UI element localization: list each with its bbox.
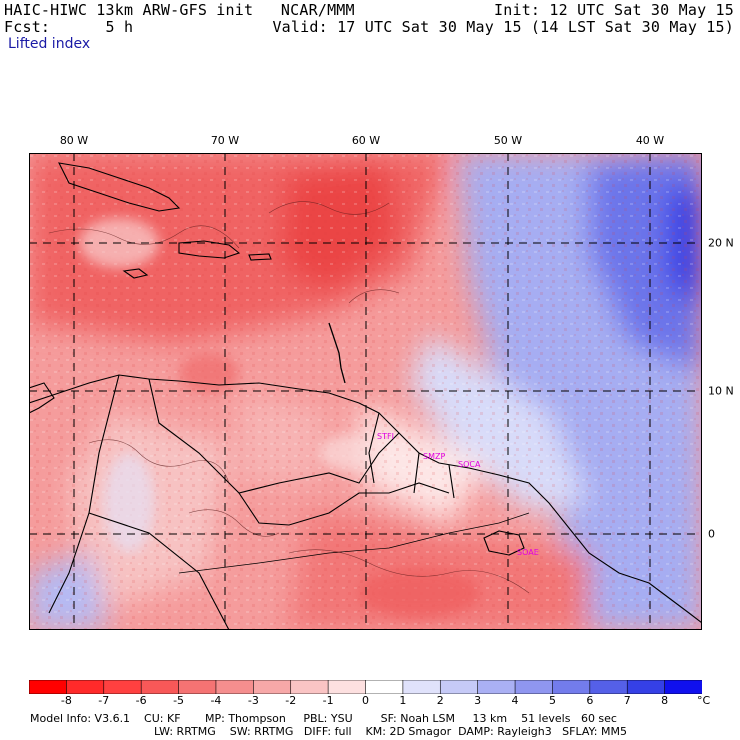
boundary-suriname — [413, 452, 420, 494]
lesser-antilles — [328, 322, 346, 384]
coastline-central-america — [29, 382, 55, 414]
field-patch-5 — [319, 435, 379, 471]
contour-4 — [288, 549, 530, 594]
contour-6 — [348, 289, 400, 304]
contour-1 — [48, 225, 240, 249]
contour-5 — [188, 509, 280, 537]
colorbar-tick-label: 7 — [623, 694, 631, 707]
colorbar-tick-label: -7 — [98, 694, 110, 707]
island-marajo — [483, 530, 525, 556]
field-patch-2 — [179, 353, 239, 393]
colorbar-swatch — [514, 680, 554, 694]
map-frame — [29, 153, 702, 630]
model-title: HAIC-HIWC 13km ARW-GFS init NCAR/MMM — [4, 1, 355, 19]
station-soae: SOAE — [517, 548, 539, 557]
field-name: Lifted index — [8, 36, 91, 52]
colorbar-tick-label: 8 — [661, 694, 669, 707]
boundary-french-guiana — [448, 464, 455, 499]
lon-label-40w: 40 W — [635, 134, 665, 147]
colorbar-swatch — [589, 680, 629, 694]
coastline-south-america — [29, 374, 702, 624]
lat-label-20n: 20 N — [708, 236, 734, 250]
lat-label-0: 0 — [708, 527, 715, 541]
station-smzp: SMZP — [423, 452, 446, 461]
coastline-puerto-rico — [248, 253, 272, 261]
colorbar-tick-label: 5 — [548, 694, 556, 707]
colorbar-swatch — [290, 680, 329, 694]
model-info-line2: LW: RRTMG SW: RRTMG DIFF: full KM: 2D Sm… — [154, 725, 627, 738]
colorbar-swatch — [552, 680, 591, 694]
colorbar-swatch — [29, 680, 68, 694]
river-amazon — [178, 512, 530, 574]
coastline-hispaniola — [178, 240, 241, 259]
field-patch-3 — [104, 453, 154, 553]
colorbar-swatch — [140, 680, 180, 694]
boundary-brazil-north — [238, 482, 450, 526]
colorbar-swatch — [365, 680, 404, 694]
station-stfi: STFI — [377, 432, 394, 441]
colorbar-tick-label: -2 — [285, 694, 297, 707]
contour-2 — [268, 201, 390, 215]
colorbar-swatch — [626, 680, 666, 694]
colorbar-tick-label: -3 — [247, 694, 259, 707]
colorbar-tick-label: -8 — [60, 694, 72, 707]
colorbar-tick-label: -4 — [210, 694, 222, 707]
colorbar-swatch — [402, 680, 442, 694]
colorbar-swatch — [103, 680, 142, 694]
coastline-jamaica — [122, 268, 149, 279]
colorbar-tick-label: 2 — [436, 694, 444, 707]
boundary-peru — [88, 512, 230, 630]
colorbar-tick-label: 4 — [511, 694, 519, 707]
contour-3 — [88, 439, 230, 484]
boundary-guyana — [368, 412, 380, 484]
lifted-index-map — [29, 153, 702, 630]
colorbar-swatch — [439, 680, 479, 694]
field-patch-4 — [359, 568, 479, 618]
colorbar-unit: °C — [697, 694, 711, 707]
station-soca: SOCA — [458, 460, 481, 469]
lat-label-10n: 10 N — [708, 384, 734, 398]
boundary-venezuela — [148, 378, 400, 494]
colorbar-tick-label: 3 — [474, 694, 482, 707]
lon-label-60w: 60 W — [351, 134, 381, 147]
lon-label-50w: 50 W — [493, 134, 523, 147]
colorbar — [29, 680, 702, 694]
colorbar-swatch — [327, 680, 367, 694]
colorbar-tick-label: -1 — [322, 694, 334, 707]
lon-label-80w: 80 W — [59, 134, 89, 147]
model-info-line1: Model Info: V3.6.1 CU: KF MP: Thompson P… — [30, 712, 617, 725]
coastline-cuba — [58, 162, 181, 212]
colorbar-tick-label: 1 — [399, 694, 407, 707]
colorbar-swatch — [253, 680, 292, 694]
lon-label-70w: 70 W — [210, 134, 240, 147]
forecast-hour: Fcst: 5 h — [4, 18, 134, 36]
init-time: Init: 12 UTC Sat 30 May 15 — [494, 1, 734, 19]
colorbar-tick-label: 0 — [362, 694, 369, 707]
colorbar-tick-label: -5 — [173, 694, 185, 707]
colorbar-swatch — [66, 680, 105, 694]
colorbar-swatch — [215, 680, 255, 694]
colorbar-swatch — [178, 680, 217, 694]
valid-time: Valid: 17 UTC Sat 30 May 15 (14 LST Sat … — [272, 18, 734, 36]
colorbar-swatch — [477, 680, 516, 694]
colorbar-swatch — [664, 680, 702, 694]
colorbar-tick-label: 6 — [586, 694, 594, 707]
colorbar-tick-label: -6 — [135, 694, 147, 707]
